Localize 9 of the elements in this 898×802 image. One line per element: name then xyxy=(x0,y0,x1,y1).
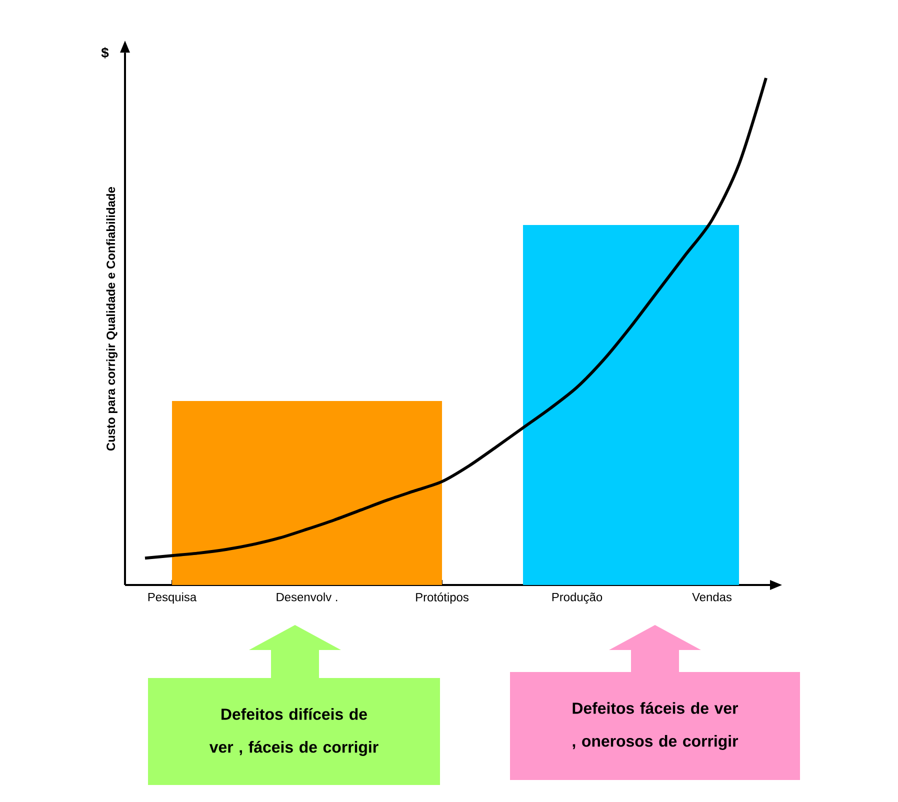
x-tick-label: Produção xyxy=(552,592,602,604)
x-tick-label: Protótipos xyxy=(416,592,468,604)
text: Defeitos difíceis de ver , fáceis de corrigir xyxy=(209,708,378,756)
x-tick-label: Pesquisa xyxy=(148,592,197,604)
x-tick-label: Desenvolv . xyxy=(276,592,338,602)
y-axis-title: Custo para corrigir Qualidade e Confiabilidade xyxy=(106,187,118,451)
x-tick-label: Vendas xyxy=(692,592,732,602)
text: Defeitos fáceis de ver , onerosos de corrigir xyxy=(572,702,738,750)
text: $ xyxy=(101,47,109,58)
